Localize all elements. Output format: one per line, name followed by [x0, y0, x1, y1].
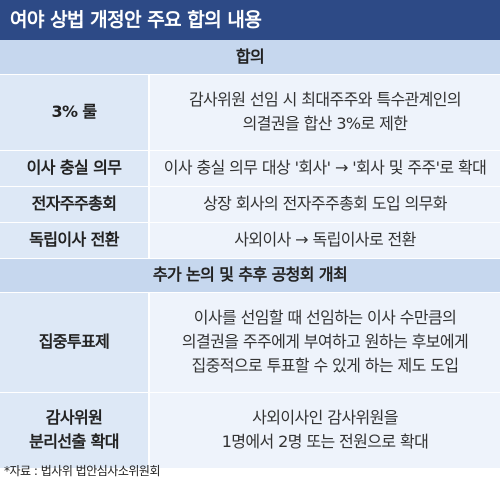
table-row: 독립이사 전환 사외이사 → 독립이사로 전환 [0, 222, 500, 259]
row-label-electronic-meeting: 전자주주총회 [0, 186, 150, 223]
row-label-3-percent-rule: 3% 룰 [0, 74, 150, 151]
source-note: *자료 : 법사위 법안심사소위원회 [4, 464, 161, 478]
value-line: 집중적으로 투표할 수 있게 하는 제도 도입 [191, 356, 460, 375]
table-row: 전자주주총회 상장 회사의 전자주주총회 도입 의무화 [0, 186, 500, 223]
row-label-cumulative-voting: 집중투표제 [0, 292, 150, 393]
row-value-cumulative-voting: 이사를 선임할 때 선임하는 이사 수만큼의 의결권을 주주에게 부여하고 원하… [149, 292, 500, 393]
value-line: 사외이사인 감사위원을 [252, 408, 398, 427]
value-line: 의결권을 주주에게 부여하고 원하는 후보에게 [181, 332, 469, 351]
label-line: 감사위원 [45, 408, 103, 427]
row-value-audit-committee: 사외이사인 감사위원을 1명에서 2명 또는 전원으로 확대 [149, 392, 500, 469]
row-value-electronic-meeting: 상장 회사의 전자주주총회 도입 의무화 [149, 186, 500, 223]
row-label-independent-director: 독립이사 전환 [0, 222, 150, 259]
value-line: 이사를 선임할 때 선임하는 이사 수만큼의 [193, 308, 457, 327]
table-row: 이사 충실 의무 이사 충실 의무 대상 '회사' → '회사 및 주주'로 확… [0, 150, 500, 187]
row-label-fiduciary-duty: 이사 충실 의무 [0, 150, 150, 187]
value-line: 의결권을 합산 3%로 제한 [242, 114, 408, 133]
row-value-fiduciary-duty: 이사 충실 의무 대상 '회사' → '회사 및 주주'로 확대 [149, 150, 500, 187]
value-line: 1명에서 2명 또는 전원으로 확대 [221, 432, 429, 451]
row-label-audit-committee: 감사위원 분리선출 확대 [0, 392, 150, 469]
table-row: 감사위원 분리선출 확대 사외이사인 감사위원을 1명에서 2명 또는 전원으로… [0, 392, 500, 469]
row-value-3-percent-rule: 감사위원 선임 시 최대주주와 특수관계인의 의결권을 합산 3%로 제한 [149, 74, 500, 151]
row-value-independent-director: 사외이사 → 독립이사로 전환 [149, 222, 500, 259]
label-line: 분리선출 확대 [29, 432, 119, 451]
agreement-table: 합의 3% 룰 감사위원 선임 시 최대주주와 특수관계인의 의결권을 합산 3… [0, 40, 500, 469]
section-header-further-discussion: 추가 논의 및 추후 공청회 개최 [0, 258, 500, 293]
table-row: 집중투표제 이사를 선임할 때 선임하는 이사 수만큼의 의결권을 주주에게 부… [0, 292, 500, 393]
page-title: 여야 상법 개정안 주요 합의 내용 [0, 0, 500, 40]
section-header-agreement: 합의 [0, 40, 500, 75]
value-line: 감사위원 선임 시 최대주주와 특수관계인의 [188, 90, 462, 109]
label-line: 집중투표제 [38, 332, 110, 351]
table-row: 3% 룰 감사위원 선임 시 최대주주와 특수관계인의 의결권을 합산 3%로 … [0, 74, 500, 151]
